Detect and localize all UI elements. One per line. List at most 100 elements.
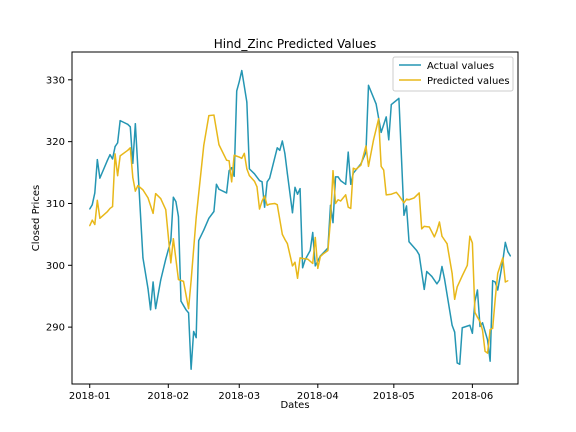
data-point-0-113	[494, 281, 496, 283]
data-point-1-84	[390, 193, 392, 195]
data-point-1-53	[286, 243, 288, 245]
data-point-1-48	[269, 203, 271, 205]
data-point-1-59	[307, 258, 309, 260]
data-point-1-114	[492, 327, 494, 329]
data-point-1-61	[314, 236, 316, 239]
data-point-1-18	[152, 212, 154, 214]
data-point-0-8	[114, 145, 116, 148]
data-point-0-18	[152, 281, 154, 283]
data-point-0-22	[170, 239, 172, 242]
data-point-1-95	[433, 236, 435, 238]
series-0	[89, 69, 512, 370]
data-point-1-119	[507, 280, 509, 282]
y-tick-label-2: 310	[46, 199, 65, 210]
data-point-1-43	[256, 186, 258, 188]
data-point-1-66	[329, 219, 332, 221]
data-point-1-1	[91, 219, 93, 221]
data-point-0-73	[340, 180, 342, 182]
data-point-1-85	[395, 191, 397, 193]
data-point-1-52	[284, 238, 286, 240]
data-point-0-109	[481, 322, 484, 324]
data-point-1-109	[479, 320, 481, 323]
x-axis: 2018-01 2018-02 2018-03 2018-04 2018-05 2018-…	[69, 384, 493, 402]
data-point-0-90	[416, 249, 418, 252]
data-point-1-47	[266, 204, 268, 206]
data-point-1-81	[380, 165, 382, 167]
data-point-0-20	[160, 279, 162, 281]
data-point-1-19	[155, 192, 157, 195]
data-point-0-95	[436, 283, 438, 285]
data-point-1-113	[489, 328, 491, 331]
data-point-1-12	[129, 147, 131, 149]
data-point-0-9	[117, 142, 119, 144]
data-point-0-17	[149, 309, 152, 311]
data-point-0-61	[299, 188, 301, 190]
data-point-0-99	[451, 324, 453, 326]
data-point-0-52	[269, 177, 271, 179]
data-point-0-76	[350, 183, 352, 185]
data-point-1-30	[208, 115, 210, 117]
data-point-0-6	[109, 154, 111, 156]
data-point-0-98	[443, 278, 446, 280]
y-tick-label-0: 290	[46, 323, 65, 334]
data-point-1-88	[405, 198, 408, 200]
data-point-1-106	[471, 242, 473, 244]
data-point-1-46	[263, 195, 266, 197]
x-tick-label-5: 2018-06	[451, 391, 493, 402]
data-point-1-34	[228, 160, 230, 162]
data-point-1-73	[350, 207, 352, 210]
data-point-1-98	[441, 235, 443, 237]
data-point-1-33	[225, 159, 228, 161]
data-point-0-105	[471, 332, 473, 334]
series-layer	[89, 69, 512, 370]
data-point-1-27	[190, 280, 192, 282]
data-point-1-13	[132, 176, 134, 179]
chart-title: Hind_Zinc Predicted Values	[214, 37, 377, 51]
data-point-0-5	[106, 159, 109, 161]
data-point-0-47	[253, 173, 256, 175]
data-point-1-40	[246, 168, 248, 170]
data-point-0-83	[385, 116, 387, 118]
data-point-1-9	[117, 175, 119, 177]
data-point-0-39	[228, 170, 230, 172]
data-point-0-70	[332, 222, 334, 224]
y-tick-label-1: 300	[46, 261, 65, 272]
data-point-0-51	[266, 181, 268, 183]
data-point-0-24	[175, 201, 177, 203]
data-point-0-108	[479, 325, 481, 328]
data-point-1-69	[337, 199, 339, 201]
data-point-1-76	[360, 164, 362, 166]
data-point-1-68	[334, 202, 337, 205]
data-point-1-72	[347, 206, 349, 208]
data-point-1-3	[96, 199, 98, 201]
data-point-0-74	[345, 183, 347, 185]
data-point-1-82	[383, 169, 385, 171]
data-point-1-16	[142, 189, 144, 191]
y-tick-label-4: 330	[46, 75, 65, 86]
data-point-0-116	[504, 241, 506, 244]
data-point-0-3	[96, 158, 98, 161]
data-point-1-15	[137, 184, 139, 187]
data-point-1-56	[296, 277, 299, 279]
legend-label-predicted: Predicted values	[427, 76, 510, 87]
data-point-1-41	[248, 175, 250, 177]
data-point-0-94	[431, 275, 433, 278]
data-point-1-100	[451, 272, 453, 274]
data-point-1-94	[428, 226, 430, 228]
data-point-0-23	[172, 196, 174, 198]
data-point-1-31	[213, 114, 215, 116]
data-point-0-82	[380, 131, 382, 133]
data-point-0-104	[469, 324, 471, 326]
x-tick-label-1: 2018-02	[147, 391, 189, 402]
data-point-1-83	[385, 194, 387, 196]
data-point-0-62	[302, 267, 304, 269]
data-point-0-26	[180, 300, 182, 302]
data-point-0-60	[296, 193, 299, 195]
data-point-1-25	[182, 280, 185, 282]
data-point-1-78	[367, 165, 370, 167]
data-point-0-64	[309, 249, 311, 252]
data-point-0-19	[155, 307, 157, 310]
data-point-0-117	[507, 251, 509, 253]
data-point-1-44	[258, 208, 261, 210]
